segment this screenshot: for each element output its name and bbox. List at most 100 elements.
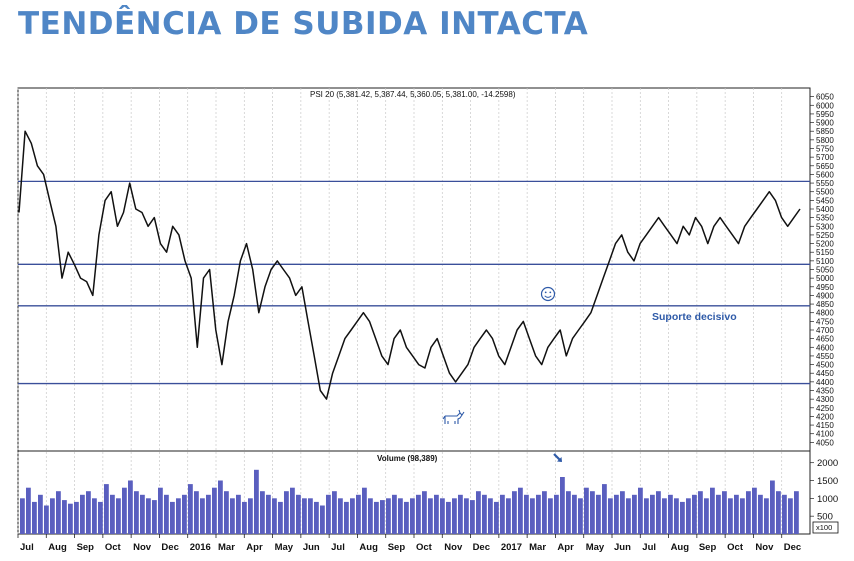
volume-bar (782, 494, 787, 534)
volume-bar (692, 494, 697, 534)
volume-bar (302, 498, 307, 534)
price-tick-label: 5500 (816, 188, 834, 197)
volume-bar (398, 498, 403, 534)
volume-bar (506, 498, 511, 534)
volume-bar (524, 494, 529, 534)
volume-bar (320, 505, 325, 534)
volume-tick-label: 500 (817, 512, 833, 523)
price-tick-label: 5950 (816, 110, 834, 119)
price-tick-label: 5250 (816, 231, 834, 240)
price-tick-label: 4150 (816, 421, 834, 430)
volume-bar (326, 494, 331, 534)
x-tick-label: Oct (105, 542, 122, 553)
volume-bar (512, 491, 517, 534)
price-tick-label: 5850 (816, 127, 834, 136)
volume-bar (428, 498, 433, 534)
volume-bar (206, 494, 211, 534)
price-tick-label: 5900 (816, 119, 834, 128)
price-tick-label: 4400 (816, 378, 834, 387)
volume-tick-label: 1500 (817, 476, 838, 487)
x-tick-label: Jul (331, 542, 345, 553)
volume-unit-box (812, 521, 839, 534)
date-axis-labels: Jul Aug Sep Oct Nov Dec 2016 Mar Apr May Jun Jul Aug… (17, 534, 801, 553)
volume-bar (470, 500, 475, 534)
volume-bar (20, 498, 25, 534)
x-tick-label: Aug (48, 542, 67, 553)
volume-bar (182, 494, 187, 534)
volume-bar (266, 494, 271, 534)
volume-bar (740, 498, 745, 534)
volume-bar (518, 487, 523, 534)
price-tick-label: 4450 (816, 369, 834, 378)
x-tick-label: Nov (133, 542, 152, 553)
volume-bar (602, 484, 607, 534)
volume-bar (710, 487, 715, 534)
volume-bar (608, 498, 613, 534)
volume-bar (374, 501, 379, 534)
volume-bar (638, 487, 643, 534)
volume-bar (476, 491, 481, 534)
x-tick-label: Dec (473, 542, 490, 553)
volume-bar (584, 487, 589, 534)
volume-bar (452, 498, 457, 534)
volume-bar (458, 494, 463, 534)
volume-tick-label: 2000 (817, 458, 838, 469)
price-tick-label: 5300 (816, 222, 834, 231)
x-tick-label: Oct (727, 542, 744, 553)
x-tick-label: Dec (784, 542, 801, 553)
price-tick-label: 4250 (816, 404, 834, 413)
volume-bar (536, 494, 541, 534)
x-tick-label: Sep (699, 542, 717, 553)
price-tick-label: 4650 (816, 335, 834, 344)
x-tick-label: Oct (416, 542, 433, 553)
volume-bar (722, 491, 727, 534)
volume-bar (422, 491, 427, 534)
price-tick-label: 4100 (816, 430, 834, 439)
volume-bar (614, 494, 619, 534)
volume-label: Volume (98,389) (377, 454, 438, 463)
volume-bar (218, 480, 223, 534)
price-axis-ticks: 4050410041504200425043004350440044504500… (810, 93, 834, 447)
x-tick-label: Aug (359, 542, 378, 553)
volume-bar (698, 491, 703, 534)
volume-bar (728, 498, 733, 534)
volume-bar (290, 487, 295, 534)
volume-bar (464, 498, 469, 534)
volume-bar (404, 501, 409, 534)
price-tick-label: 4900 (816, 291, 834, 300)
volume-bar (260, 491, 265, 534)
price-tick-label: 4750 (816, 317, 834, 326)
x-tick-label: Jun (303, 542, 320, 553)
support-annotation: Suporte decisivo (652, 311, 737, 323)
volume-bar (248, 498, 253, 534)
volume-bar (716, 494, 721, 534)
volume-bar (554, 494, 559, 534)
volume-bar (542, 491, 547, 534)
volume-tick-label: 1000 (817, 494, 838, 505)
volume-bar (662, 498, 667, 534)
support-resistance-lines (18, 180, 810, 385)
volume-bar (482, 494, 487, 534)
volume-bar (626, 498, 631, 534)
volume-bar (674, 498, 679, 534)
price-tick-label: 4300 (816, 395, 834, 404)
volume-bar (284, 491, 289, 534)
volume-bar (44, 505, 49, 534)
arrow-icon (553, 453, 562, 462)
price-tick-label: 4500 (816, 361, 834, 370)
bull-icon (442, 409, 465, 424)
volume-bar (494, 501, 499, 534)
volume-bar (38, 494, 43, 534)
volume-bar (386, 498, 391, 534)
price-tick-label: 5150 (816, 248, 834, 257)
volume-bar (680, 501, 685, 534)
volume-bar (578, 498, 583, 534)
price-series (18, 130, 801, 400)
volume-bar (86, 491, 91, 534)
volume-bar (242, 501, 247, 534)
volume-bar (590, 491, 595, 534)
volume-bar (572, 494, 577, 534)
volume-bar (734, 494, 739, 534)
x-tick-label: Nov (444, 542, 463, 553)
volume-unit-label: x100 (816, 523, 832, 532)
